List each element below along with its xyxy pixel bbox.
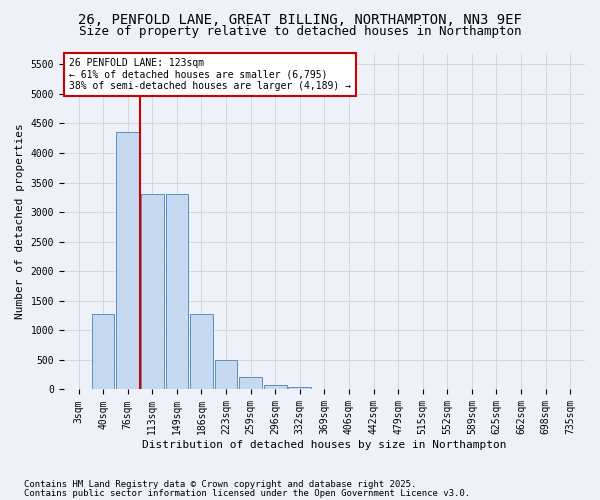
Bar bbox=[264, 384, 287, 390]
Y-axis label: Number of detached properties: Number of detached properties bbox=[15, 123, 25, 319]
Bar bbox=[141, 194, 164, 390]
Bar bbox=[116, 132, 139, 390]
Bar bbox=[215, 360, 238, 390]
Bar bbox=[239, 377, 262, 390]
Bar bbox=[289, 386, 311, 390]
Text: Size of property relative to detached houses in Northampton: Size of property relative to detached ho… bbox=[79, 25, 521, 38]
Text: Contains public sector information licensed under the Open Government Licence v3: Contains public sector information licen… bbox=[24, 488, 470, 498]
Text: 26 PENFOLD LANE: 123sqm
← 61% of detached houses are smaller (6,795)
38% of semi: 26 PENFOLD LANE: 123sqm ← 61% of detache… bbox=[69, 58, 351, 91]
Bar bbox=[166, 194, 188, 390]
Text: Contains HM Land Registry data © Crown copyright and database right 2025.: Contains HM Land Registry data © Crown c… bbox=[24, 480, 416, 489]
Bar bbox=[190, 314, 213, 390]
Text: 26, PENFOLD LANE, GREAT BILLING, NORTHAMPTON, NN3 9EF: 26, PENFOLD LANE, GREAT BILLING, NORTHAM… bbox=[78, 12, 522, 26]
Bar bbox=[92, 314, 115, 390]
X-axis label: Distribution of detached houses by size in Northampton: Distribution of detached houses by size … bbox=[142, 440, 506, 450]
